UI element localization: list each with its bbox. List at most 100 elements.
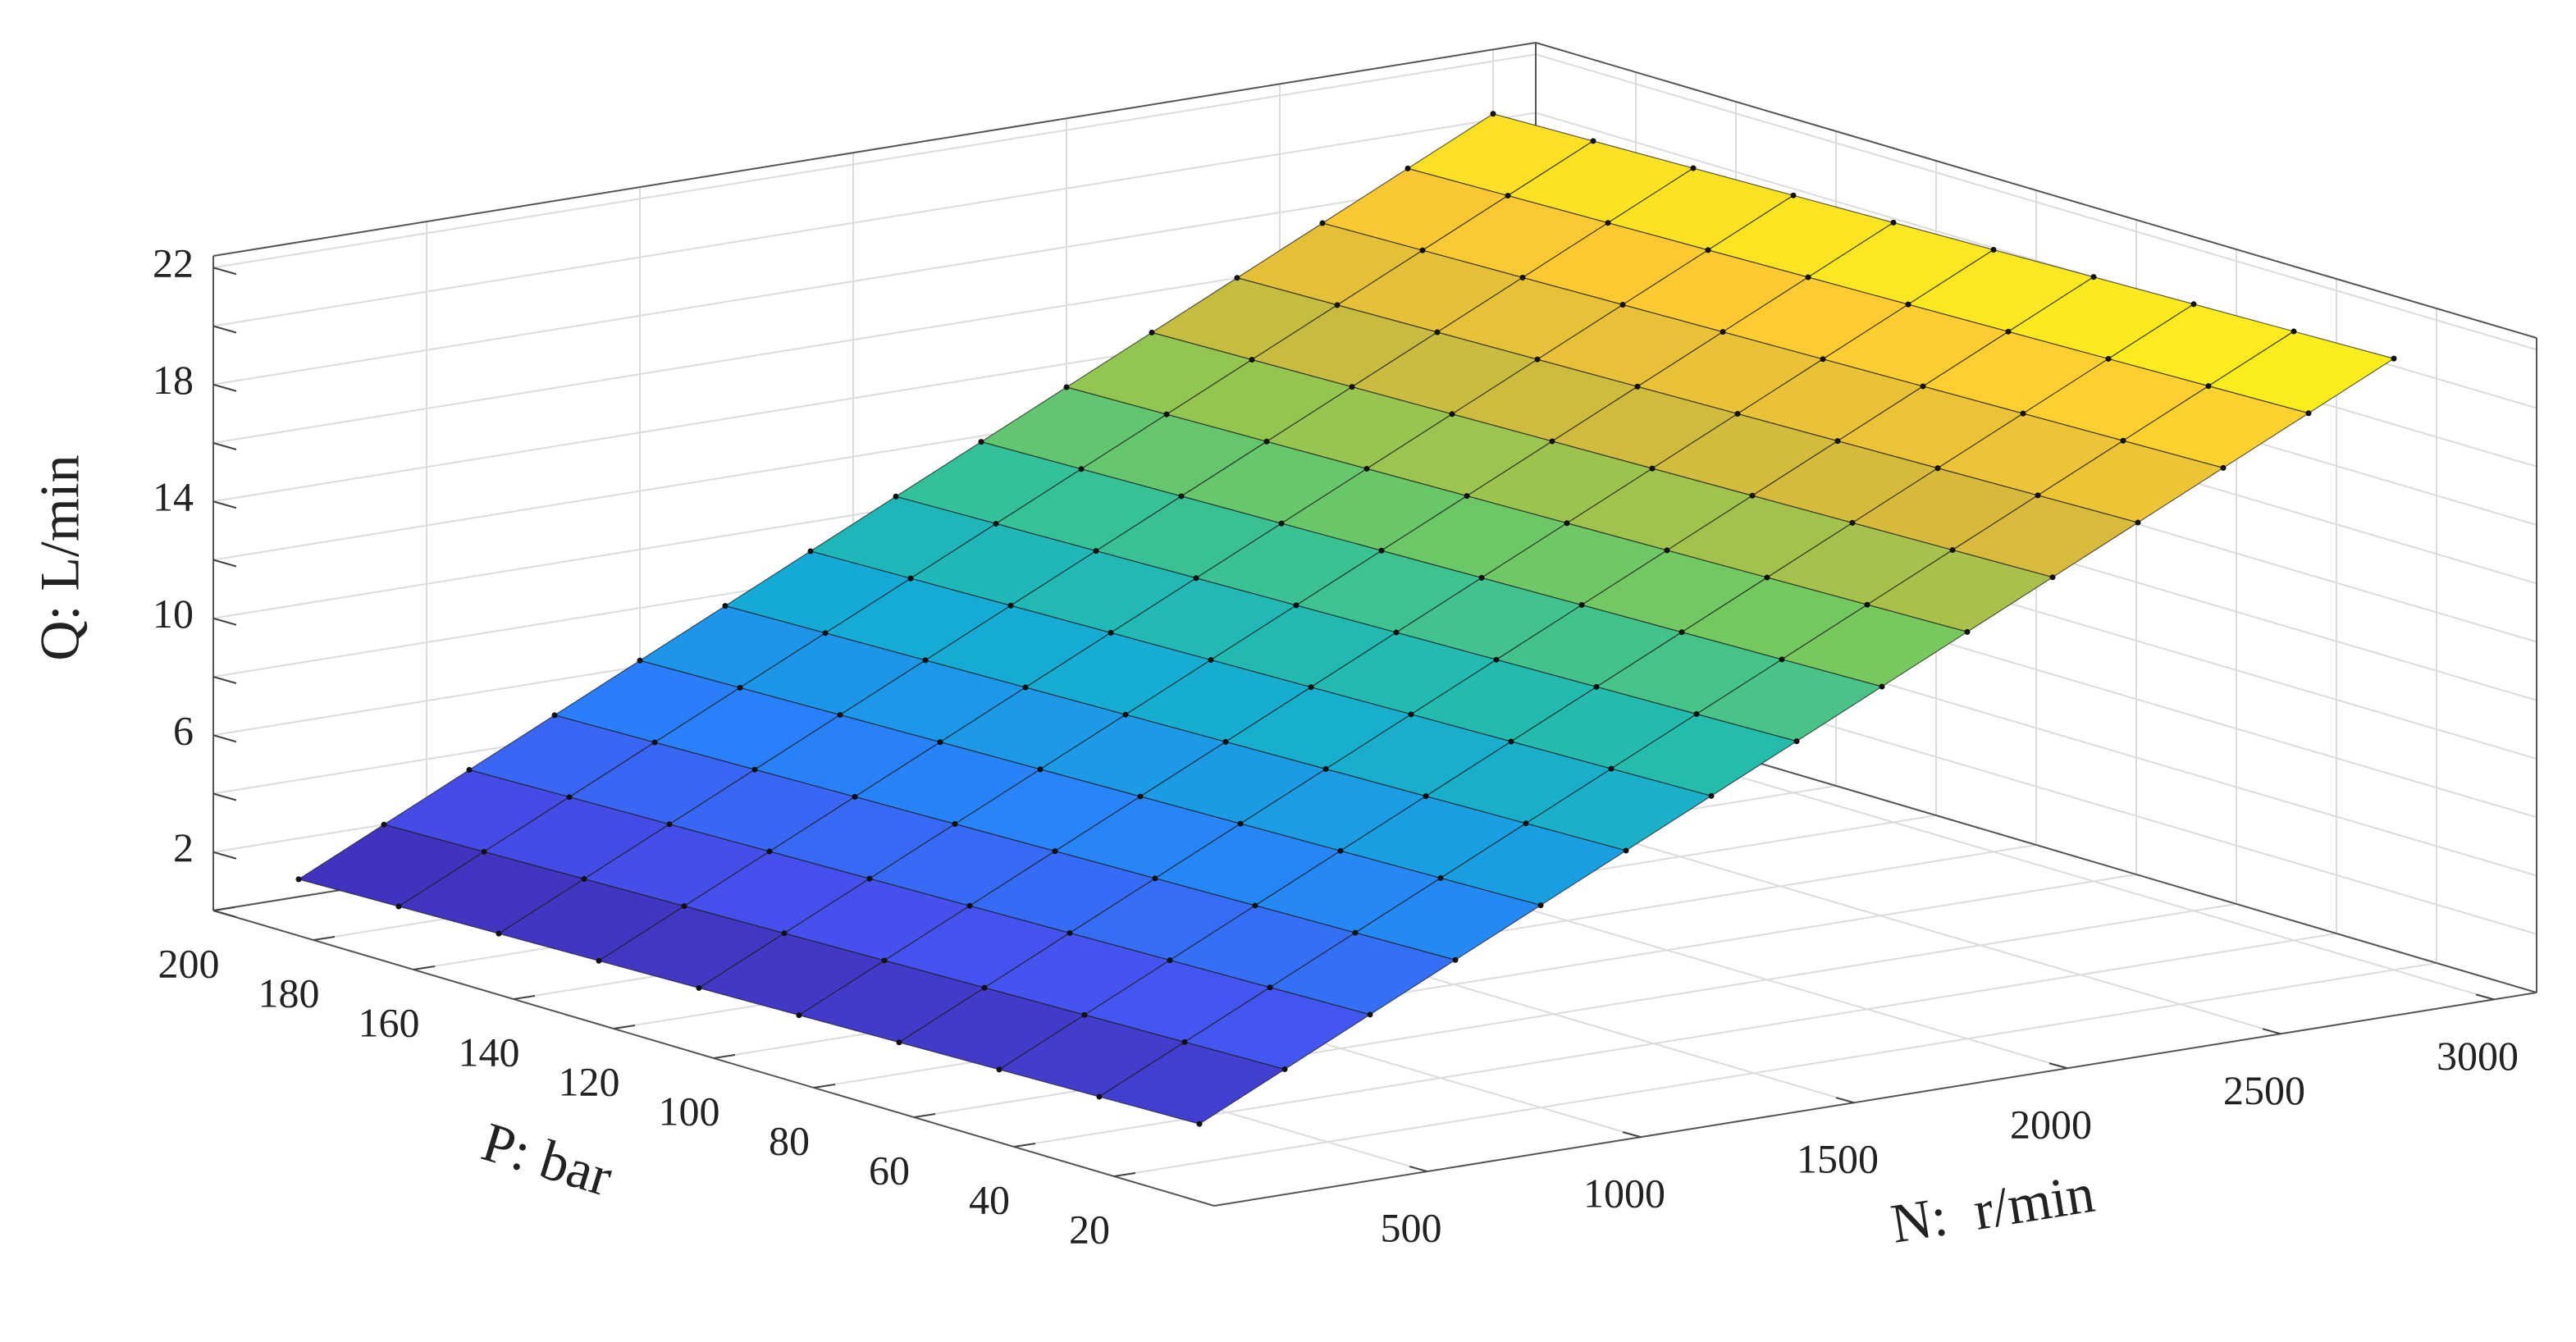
data-point [1367,1011,1373,1018]
data-point [966,902,973,909]
data-point [2190,301,2197,308]
data-point [937,739,943,746]
tick-mark [212,851,237,860]
data-point [1193,575,1199,582]
y-axis-label: N: r/min [1887,1162,2099,1255]
x-tick-label: 140 [459,1029,520,1075]
data-point [581,876,587,883]
data-point [596,957,602,964]
x-tick-label: 60 [869,1147,910,1193]
tick-mark [1113,1172,1136,1177]
data-point [1108,629,1114,636]
data-point [1196,1121,1203,1127]
data-point [1449,411,1455,418]
data-point [1508,738,1514,745]
data-point [1063,384,1070,390]
z-tick-label: 6 [173,708,194,754]
data-point [1322,766,1329,773]
tick-mark [212,792,237,801]
data-point [896,1039,902,1046]
x-tick-label: 20 [1069,1206,1110,1252]
data-point [481,848,487,855]
z-tick-label: 14 [153,474,194,520]
labels: 2 6 10 14 18 22 20 40 60 80 100 120 140 160 180 200 500 1… [153,240,2519,1253]
data-point [1363,465,1370,472]
data-point [2090,274,2097,281]
tick-mark [212,676,237,684]
tick-mark [2262,1028,2281,1035]
data-point [1764,574,1770,581]
tick-mark [1622,1131,1642,1139]
data-point [1349,384,1355,390]
data-point [1519,274,1526,281]
data-point [922,657,929,664]
data-point [1378,547,1385,554]
data-point [1534,356,1541,363]
data-point [1437,874,1444,881]
z-tick-label: 2 [173,824,194,870]
data-point [1934,465,1941,472]
data-point [1081,1011,1088,1018]
data-point [1790,192,1797,199]
data-point [1505,193,1511,199]
data-point [1920,383,1926,390]
data-point [981,984,988,991]
data-point [2291,328,2297,335]
y-tick-label: 2500 [2223,1067,2305,1113]
data-point [1749,492,1756,499]
data-point [1864,601,1870,608]
data-point [1490,111,1496,117]
data-point [1779,656,1785,663]
data-point [1423,793,1429,800]
x-tick-label: 80 [769,1117,810,1163]
data-point [2020,410,2026,417]
tick-mark [613,1025,636,1029]
data-point [1167,957,1173,964]
data-point [1590,138,1596,144]
data-point [952,821,958,828]
data-point [696,984,702,991]
data-point [1293,602,1299,609]
tick-mark [313,936,336,941]
data-point [766,848,773,855]
tick-mark [212,325,237,334]
data-point [1593,683,1600,690]
data-point [1163,411,1170,418]
data-point [1263,438,1270,445]
data-point [1137,793,1144,800]
data-point [551,712,558,719]
grid-line [212,112,1537,327]
data-point [1007,602,1014,609]
grid-line [212,170,1537,386]
data-point [1078,466,1085,472]
x-tick-label: 100 [659,1088,720,1134]
grid-line [212,53,1537,269]
data-point [2035,492,2041,499]
data-point [1181,1038,1188,1045]
data-point [1404,165,1411,171]
data-point [751,766,758,773]
data-point [1679,629,1685,636]
y-tick-label: 1000 [1583,1171,1665,1216]
data-point [978,439,984,445]
data-point [852,793,858,800]
data-point [1352,929,1359,936]
tick-mark [212,442,237,450]
tick-mark [713,1054,736,1059]
data-point [1879,683,1885,690]
data-point [1890,219,1897,226]
tick-mark [813,1084,836,1089]
x-tick-label: 160 [359,999,420,1045]
tick-mark [1013,1143,1036,1148]
data-point [1208,657,1214,664]
data-point [881,957,888,964]
data-point [907,575,914,582]
tick-mark [212,383,237,392]
axis-line [1535,42,2537,339]
data-point [1122,711,1129,718]
data-point [807,548,814,555]
data-point [796,1012,802,1019]
data-point [466,767,473,774]
tick-mark [212,910,237,918]
